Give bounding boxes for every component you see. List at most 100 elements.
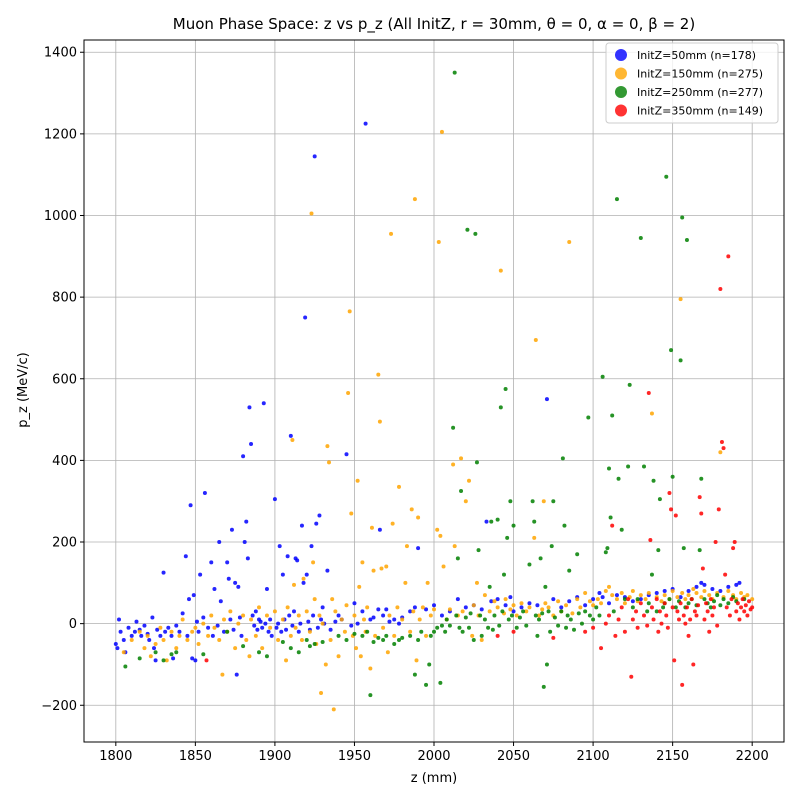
data-point-series-4 bbox=[607, 613, 611, 618]
x-tick-label: 2150 bbox=[656, 749, 689, 764]
data-point-series-4 bbox=[700, 566, 705, 571]
data-point-series-2 bbox=[745, 593, 750, 598]
data-point-series-1 bbox=[217, 540, 222, 545]
data-point-series-3 bbox=[384, 633, 389, 638]
data-point-series-3 bbox=[381, 637, 386, 642]
data-point-series-3 bbox=[482, 617, 487, 622]
data-point-series-2 bbox=[153, 642, 158, 647]
data-point-series-3 bbox=[419, 629, 424, 634]
data-point-series-3 bbox=[726, 601, 731, 606]
data-point-series-1 bbox=[174, 623, 179, 628]
data-point-series-3 bbox=[241, 644, 246, 649]
data-point-series-2 bbox=[482, 593, 487, 598]
data-point-series-3 bbox=[471, 637, 476, 642]
data-point-series-2 bbox=[607, 584, 611, 589]
legend-marker bbox=[615, 104, 627, 117]
data-point-series-1 bbox=[630, 599, 635, 604]
data-point-series-3 bbox=[527, 562, 532, 567]
data-point-series-2 bbox=[567, 240, 572, 245]
data-point-series-1 bbox=[280, 572, 285, 577]
data-point-series-2 bbox=[470, 633, 475, 638]
data-point-series-1 bbox=[187, 597, 191, 602]
data-point-series-4 bbox=[603, 621, 608, 626]
data-point-series-2 bbox=[385, 650, 390, 655]
data-point-series-3 bbox=[635, 597, 640, 602]
data-point-series-2 bbox=[441, 564, 446, 569]
data-point-series-1 bbox=[333, 619, 338, 624]
data-point-series-3 bbox=[646, 601, 651, 606]
data-point-series-4 bbox=[657, 609, 662, 614]
data-point-series-1 bbox=[201, 615, 206, 620]
data-point-series-1 bbox=[607, 601, 611, 606]
data-point-series-1 bbox=[519, 605, 524, 610]
data-point-series-1 bbox=[654, 591, 659, 596]
data-point-series-2 bbox=[185, 637, 190, 642]
data-point-series-1 bbox=[387, 619, 392, 624]
data-point-series-1 bbox=[118, 629, 123, 634]
data-point-series-3 bbox=[551, 499, 556, 504]
data-point-series-3 bbox=[400, 635, 405, 640]
data-point-series-3 bbox=[312, 642, 317, 647]
y-tick-label: 1400 bbox=[44, 46, 77, 61]
data-point-series-2 bbox=[352, 613, 357, 618]
data-point-series-2 bbox=[268, 625, 273, 630]
x-tick-label: 2000 bbox=[417, 749, 450, 764]
legend-marker bbox=[615, 49, 627, 61]
data-point-series-2 bbox=[503, 597, 508, 602]
data-point-series-4 bbox=[654, 597, 659, 602]
data-point-series-3 bbox=[428, 633, 433, 638]
data-point-series-3 bbox=[514, 625, 519, 630]
data-point-series-3 bbox=[439, 623, 444, 628]
data-point-series-4 bbox=[635, 625, 640, 630]
data-point-series-2 bbox=[519, 601, 524, 606]
data-point-series-4 bbox=[619, 605, 624, 610]
data-point-series-1 bbox=[285, 554, 290, 559]
data-point-series-1 bbox=[266, 629, 271, 634]
data-point-series-3 bbox=[645, 609, 650, 614]
data-point-series-2 bbox=[619, 591, 624, 596]
data-point-series-1 bbox=[247, 405, 252, 410]
data-point-series-2 bbox=[474, 580, 479, 585]
data-point-series-4 bbox=[694, 613, 699, 618]
data-point-series-2 bbox=[638, 593, 643, 598]
data-point-series-3 bbox=[673, 605, 678, 610]
data-point-series-1 bbox=[236, 584, 241, 589]
data-point-series-4 bbox=[638, 601, 643, 606]
data-point-series-1 bbox=[180, 611, 185, 616]
data-point-series-4 bbox=[729, 597, 734, 602]
data-point-series-1 bbox=[129, 633, 134, 638]
data-point-series-3 bbox=[702, 597, 707, 602]
data-point-series-4 bbox=[683, 621, 688, 626]
data-point-series-2 bbox=[336, 654, 341, 659]
data-point-series-1 bbox=[344, 452, 349, 457]
data-point-series-1 bbox=[264, 586, 269, 591]
data-point-series-2 bbox=[331, 707, 336, 712]
data-point-series-3 bbox=[548, 629, 553, 634]
data-point-series-4 bbox=[727, 613, 732, 618]
data-point-series-2 bbox=[190, 629, 195, 634]
data-point-series-3 bbox=[608, 515, 613, 520]
data-point-series-3 bbox=[365, 629, 370, 634]
data-point-series-2 bbox=[276, 637, 281, 642]
data-point-series-2 bbox=[320, 621, 325, 626]
data-point-series-2 bbox=[253, 633, 258, 638]
data-point-series-3 bbox=[368, 693, 373, 698]
data-point-series-2 bbox=[354, 646, 359, 651]
data-point-series-2 bbox=[180, 617, 185, 622]
data-point-series-4 bbox=[684, 605, 689, 610]
data-point-series-1 bbox=[694, 584, 699, 589]
data-point-series-3 bbox=[444, 617, 449, 622]
data-point-series-2 bbox=[659, 599, 664, 604]
data-point-series-3 bbox=[715, 593, 720, 598]
data-point-series-4 bbox=[551, 635, 556, 640]
data-point-series-2 bbox=[349, 511, 354, 516]
data-point-series-1 bbox=[163, 629, 168, 634]
data-point-series-1 bbox=[325, 568, 330, 573]
data-point-series-1 bbox=[377, 527, 382, 532]
data-point-series-4 bbox=[613, 633, 618, 638]
data-point-series-3 bbox=[489, 519, 494, 524]
data-point-series-4 bbox=[743, 603, 748, 608]
data-point-series-3 bbox=[288, 646, 293, 651]
data-point-series-1 bbox=[503, 603, 508, 608]
x-tick-label: 2100 bbox=[577, 749, 610, 764]
